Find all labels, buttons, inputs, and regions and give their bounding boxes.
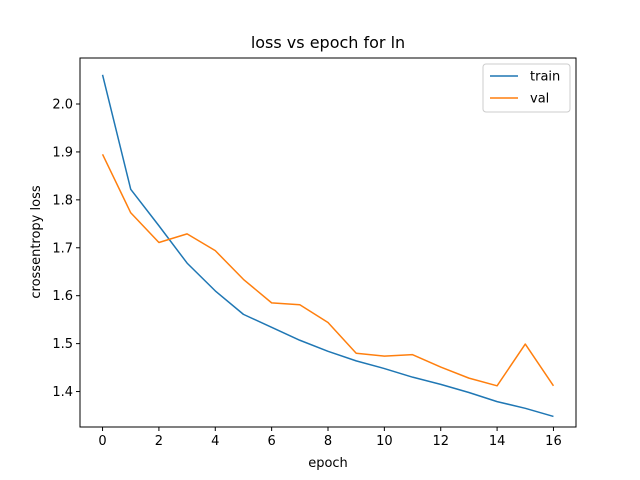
y-tick-label: 1.7: [52, 241, 73, 256]
legend: train val: [482, 63, 571, 113]
x-tick-label: 12: [432, 434, 449, 449]
x-tick-label: 2: [155, 434, 163, 449]
legend-label-train: train: [530, 70, 560, 85]
y-tick-label: 1.6: [52, 289, 73, 304]
x-tick-label: 16: [545, 434, 562, 449]
x-tick-label: 14: [489, 434, 506, 449]
x-tick-label: 8: [324, 434, 332, 449]
series-line-train: [101, 74, 554, 418]
y-tick-label: 1.4: [52, 385, 73, 400]
y-tick-label: 1.5: [52, 337, 73, 352]
plot-area: [101, 74, 555, 418]
legend-label-val: val: [530, 92, 549, 107]
x-tick-label: 6: [267, 434, 275, 449]
x-tick-label: 10: [376, 434, 393, 449]
chart-title: loss vs epoch for ln: [251, 33, 405, 52]
y-axis-title: crossentropy loss: [29, 185, 44, 298]
y-tick-label: 1.8: [52, 193, 73, 208]
x-axis-title: epoch: [308, 456, 348, 471]
series-line-val: [101, 153, 555, 387]
y-tick-label: 2.0: [52, 98, 73, 113]
x-axis: 0 2 4 6 8 10 12 14 16: [98, 427, 562, 449]
x-tick-label: 0: [98, 434, 106, 449]
x-tick-label: 4: [211, 434, 219, 449]
y-axis: 1.4 1.5 1.6 1.7 1.8 1.9 2.0: [52, 98, 80, 400]
y-tick-label: 1.9: [52, 145, 73, 160]
